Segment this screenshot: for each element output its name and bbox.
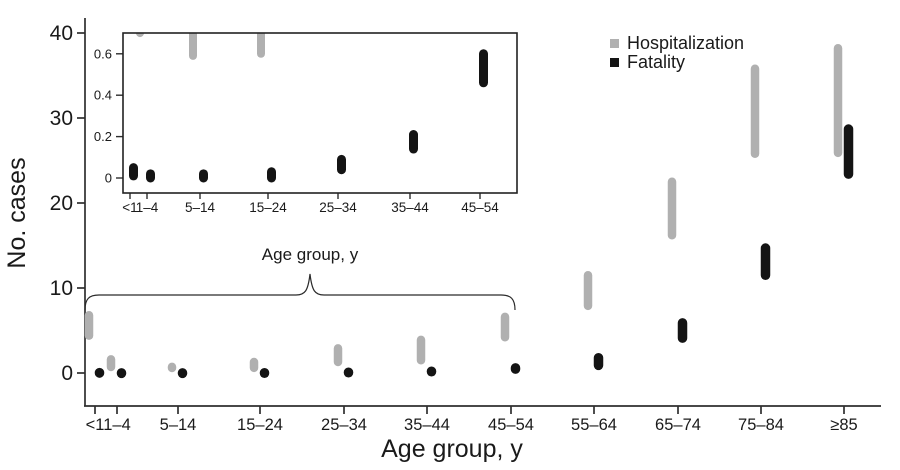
inset-y-tick-label: 0 — [105, 171, 112, 186]
legend-item-hospitalization: Hospitalization — [610, 34, 744, 53]
x-tick-label: ≥85 — [830, 416, 857, 434]
legend-label-hospitalization: Hospitalization — [627, 33, 745, 53]
x-tick-label: 75–84 — [738, 416, 784, 434]
y-axis-title: No. cases — [3, 157, 31, 269]
inset-y-tick-label: 0.2 — [94, 129, 112, 144]
x-tick-label: 15–24 — [237, 416, 283, 434]
x-axis-title: Age group, y — [381, 435, 523, 463]
inset-x-tick-label: 1–4 — [136, 200, 159, 215]
x-tick-label: 5–14 — [160, 416, 197, 434]
inset-plot-area — [129, 33, 488, 183]
inset-x-tick-label: 45–54 — [461, 200, 499, 215]
inset-x-tick-label: <1 — [122, 200, 137, 215]
x-tick-label: 45–54 — [488, 416, 534, 434]
inset-border — [122, 32, 518, 194]
fatality-swatch-icon — [610, 58, 619, 67]
brace-annotation-path — [84, 273, 516, 311]
legend-item-fatality: Fatality — [610, 53, 744, 72]
y-tick-label: 30 — [50, 107, 73, 130]
x-tick-label: <1 — [86, 416, 105, 434]
y-tick-label: 20 — [50, 192, 73, 215]
x-tick-label: 1–4 — [103, 416, 131, 434]
inset-y-tick-label: 0.6 — [94, 46, 112, 61]
x-tick-label: 55–64 — [571, 416, 617, 434]
inset-x-tick-label: 25–34 — [319, 200, 357, 215]
inset-x-tick-label: 35–44 — [391, 200, 429, 215]
y-tick-label: 40 — [50, 22, 73, 45]
x-tick-label: 65–74 — [655, 416, 701, 434]
inset-x-axis-title: Age group, y — [261, 245, 359, 264]
y-tick-label: 0 — [61, 362, 73, 385]
inset-x-tick-label: 15–24 — [249, 200, 287, 215]
inset-x-tick-label: 5–14 — [185, 200, 216, 215]
legend-label-fatality: Fatality — [627, 52, 686, 72]
inset-y-tick-label: 0.4 — [94, 88, 112, 103]
x-tick-label: 25–34 — [321, 416, 367, 434]
hospitalization-swatch-icon — [610, 39, 619, 48]
x-tick-label: 35–44 — [404, 416, 450, 434]
y-tick-label: 10 — [50, 277, 73, 300]
legend: Hospitalization Fatality — [610, 34, 744, 72]
